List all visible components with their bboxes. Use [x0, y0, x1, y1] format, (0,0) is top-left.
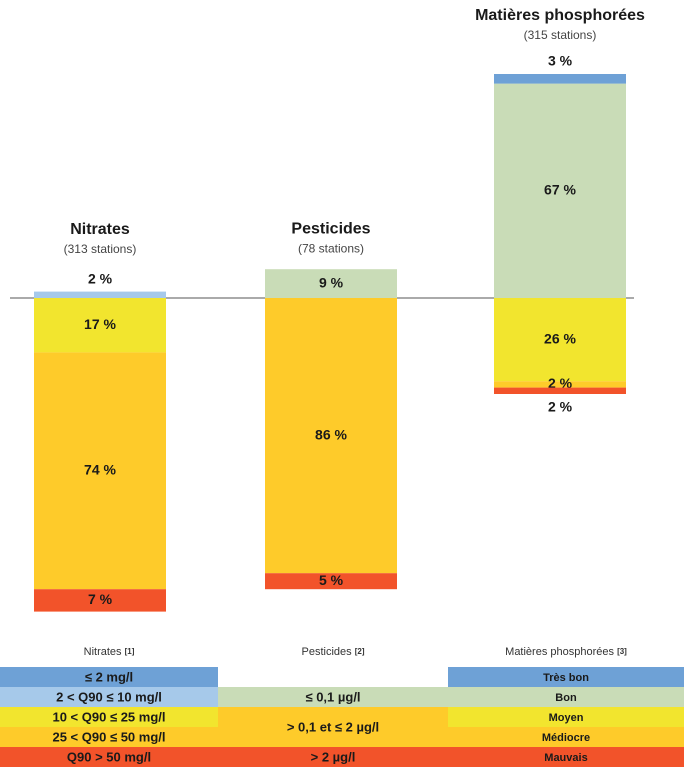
- value-label: 7 %: [88, 591, 113, 607]
- category-title: Pesticides: [291, 220, 370, 237]
- legend-cell: [448, 667, 684, 687]
- bar-segment: [34, 298, 166, 353]
- legend-cell: [218, 707, 448, 747]
- category-subtitle: (313 stations): [64, 242, 137, 256]
- legend-cell-label: Médiocre: [542, 732, 590, 744]
- legend-cell: [448, 687, 684, 707]
- value-label: 2 %: [88, 270, 113, 286]
- value-label: 17 %: [84, 316, 116, 332]
- legend-cell: [448, 747, 684, 767]
- legend-cell-label: Moyen: [549, 712, 584, 724]
- legend-cell-label: 25 < Q90 ≤ 50 mg/l: [52, 729, 165, 744]
- legend-header: Nitrates [1]: [84, 646, 135, 658]
- legend-cell-label: Très bon: [543, 672, 589, 684]
- value-label: 86 %: [315, 426, 347, 442]
- legend-cell-label: Q90 > 50 mg/l: [67, 749, 151, 764]
- bar-segment: [494, 83, 626, 298]
- bar-segment: [265, 573, 397, 590]
- bar-segment: [494, 381, 626, 388]
- legend-cell-label: Mauvais: [544, 752, 587, 764]
- value-label: 74 %: [84, 462, 116, 478]
- legend-cell-label: 10 < Q90 ≤ 25 mg/l: [52, 709, 165, 724]
- legend-header-note: [1]: [125, 647, 135, 656]
- legend-cell-label: ≤ 2 mg/l: [85, 669, 133, 684]
- legend-cell: [0, 727, 218, 747]
- legend-cell: [0, 747, 218, 767]
- legend-cell-label: ≤ 0,1 µg/l: [305, 689, 360, 704]
- legend-cell-label: > 0,1 et ≤ 2 µg/l: [287, 719, 379, 734]
- bar-segment: [265, 269, 397, 298]
- legend-header-note: [3]: [617, 647, 627, 656]
- bar-segment: [494, 298, 626, 382]
- legend-cell: [0, 687, 218, 707]
- legend-header: Matières phosphorées [3]: [505, 646, 627, 658]
- legend-cell: [0, 707, 218, 727]
- bar-segment: [34, 352, 166, 590]
- category-subtitle: (78 stations): [298, 241, 364, 255]
- bar-segment: [34, 291, 166, 298]
- category-subtitle: (315 stations): [524, 28, 597, 42]
- legend-cell-label: > 2 µg/l: [311, 749, 356, 764]
- value-label: 2 %: [548, 399, 573, 415]
- legend-header: Pesticides [2]: [302, 646, 365, 658]
- legend-cell: [448, 707, 684, 727]
- legend-cell-label: 2 < Q90 ≤ 10 mg/l: [56, 689, 162, 704]
- category-title: Matières phosphorées: [475, 7, 645, 24]
- legend-header-title: Pesticides: [302, 646, 353, 658]
- value-label: 26 %: [544, 330, 576, 346]
- value-label: 5 %: [319, 572, 344, 588]
- value-label: 2 %: [548, 375, 573, 391]
- legend-header-note: [2]: [355, 647, 365, 656]
- legend-header-title: Matières phosphorées: [505, 646, 614, 658]
- legend-cell: [448, 727, 684, 747]
- value-label: 3 %: [548, 53, 573, 69]
- legend-cell: [218, 747, 448, 767]
- bar-segment: [265, 298, 397, 574]
- bar-segment: [494, 387, 626, 394]
- bar-segment: [34, 589, 166, 612]
- category-title: Nitrates: [70, 221, 130, 238]
- value-label: 67 %: [544, 182, 576, 198]
- legend-cell: [0, 667, 218, 687]
- legend-header-title: Nitrates: [84, 646, 122, 658]
- legend-cell-label: Bon: [555, 692, 577, 704]
- legend-cell: [218, 687, 448, 707]
- bar-segment: [494, 74, 626, 84]
- value-label: 9 %: [319, 274, 344, 290]
